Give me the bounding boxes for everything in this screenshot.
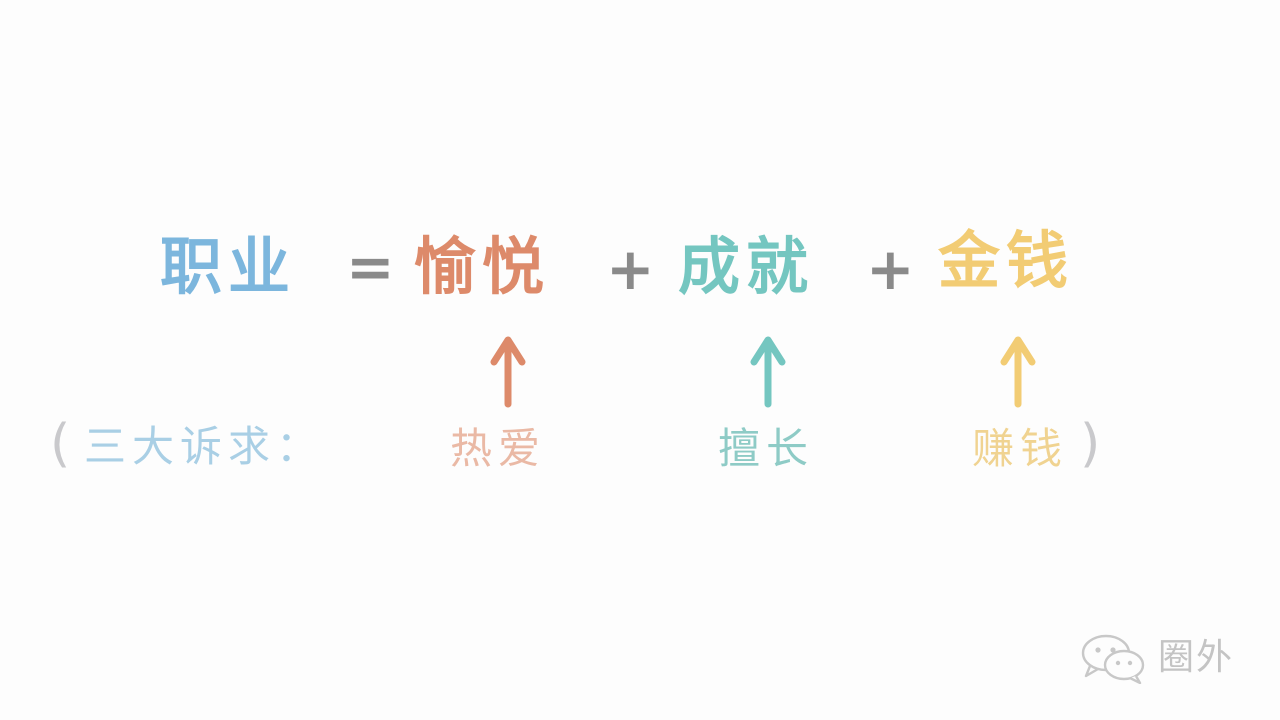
joy-word: 愉悦 <box>414 230 551 303</box>
brand-name: 圈外 <box>1158 637 1235 678</box>
up-arrow-money-icon <box>1000 336 1036 408</box>
career-word: 职业 <box>160 230 297 303</box>
up-arrow-achievement-head <box>750 336 786 366</box>
earn-label: 赚钱 <box>972 424 1069 473</box>
money-word: 金钱 <box>938 224 1075 297</box>
demands-label: 三大诉求： <box>84 422 325 471</box>
plus-sign-2: + <box>866 235 915 303</box>
equals-sign: = <box>346 233 395 301</box>
skill-label: 擅长 <box>718 424 815 473</box>
up-arrow-achievement-icon <box>750 336 786 408</box>
wechat-icon <box>1081 634 1145 684</box>
open-paren: ( <box>50 414 71 474</box>
up-arrow-money-head <box>1000 336 1036 366</box>
love-label: 热爱 <box>450 424 547 473</box>
up-arrow-joy-icon <box>490 336 526 408</box>
achievement-word: 成就 <box>678 230 815 303</box>
brand-watermark: 圈外 <box>1080 632 1234 684</box>
close-paren: ) <box>1080 414 1101 474</box>
up-arrow-joy-head <box>490 336 526 366</box>
plus-sign-1: + <box>606 235 655 303</box>
